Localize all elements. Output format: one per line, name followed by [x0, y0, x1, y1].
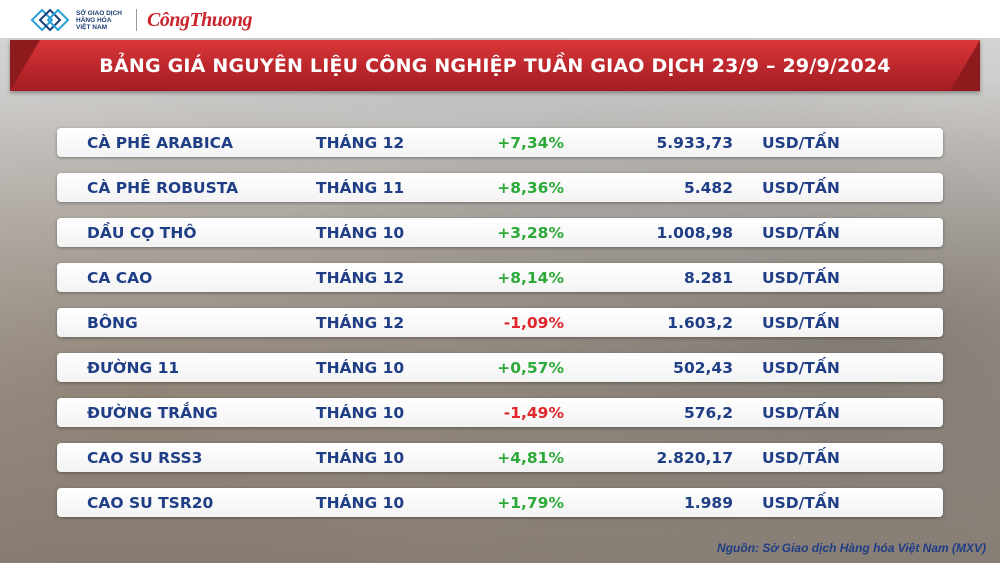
commodity-name: BÔNG [87, 314, 138, 332]
banner-right-ornament [950, 40, 980, 91]
commodity-name: DẦU CỌ THÔ [87, 224, 197, 242]
commodity-name: ĐƯỜNG 11 [87, 359, 180, 377]
logo-divider [136, 9, 137, 31]
price-unit: USD/TẤN [762, 134, 840, 152]
commodity-name: CÀ PHÊ ROBUSTA [87, 179, 239, 197]
price-unit: USD/TẤN [762, 494, 840, 512]
source-note: Nguồn: Sở Giao dịch Hàng hóa Việt Nam (M… [717, 541, 986, 555]
price-change: +8,36% [497, 179, 564, 197]
contract-month: THÁNG 10 [316, 404, 405, 422]
contract-month: THÁNG 10 [316, 494, 405, 512]
commodity-name: CAO SU RSS3 [87, 449, 203, 467]
commodity-name: ĐƯỜNG TRẮNG [87, 404, 218, 422]
mxv-logo-icon [30, 8, 70, 32]
contract-month: THÁNG 10 [316, 449, 405, 467]
price-unit: USD/TẤN [762, 449, 840, 467]
price-change: -1,09% [503, 314, 564, 332]
table-row: DẦU CỌ THÔ THÁNG 10 +3,28% 1.008,98 USD/… [57, 218, 943, 247]
table-row: ĐƯỜNG 11 THÁNG 10 +0,57% 502,43 USD/TẤN [57, 353, 943, 382]
price-unit: USD/TẤN [762, 314, 840, 332]
price-value: 1.989 [683, 494, 733, 512]
price-table: CÀ PHÊ ARABICA THÁNG 12 +7,34% 5.933,73 … [57, 128, 943, 517]
title-banner [10, 40, 980, 91]
top-bar: SỞ GIAO DỊCH HÀNG HÓA VIỆT NAM CôngThuon… [0, 0, 1000, 38]
contract-month: THÁNG 11 [316, 179, 405, 197]
table-row: ĐƯỜNG TRẮNG THÁNG 10 -1,49% 576,2 USD/TẤ… [57, 398, 943, 427]
price-unit: USD/TẤN [762, 359, 840, 377]
price-unit: USD/TẤN [762, 404, 840, 422]
price-value: 1.603,2 [667, 314, 733, 332]
price-unit: USD/TẤN [762, 224, 840, 242]
price-change: +7,34% [497, 134, 564, 152]
table-row: CA CAO THÁNG 12 +8,14% 8.281 USD/TẤN [57, 263, 943, 292]
contract-month: THÁNG 12 [316, 269, 405, 287]
price-change: +4,81% [497, 449, 564, 467]
price-value: 5.482 [683, 179, 733, 197]
commodity-name: CA CAO [87, 269, 153, 287]
price-value: 8.281 [683, 269, 733, 287]
mxv-logo-text: SỞ GIAO DỊCH HÀNG HÓA VIỆT NAM [76, 10, 126, 31]
price-change: +3,28% [497, 224, 564, 242]
price-value: 576,2 [683, 404, 733, 422]
contract-month: THÁNG 10 [316, 359, 405, 377]
price-change: +1,79% [497, 494, 564, 512]
price-value: 1.008,98 [656, 224, 734, 242]
logo-line: VIỆT NAM [76, 23, 108, 31]
price-change: +0,57% [497, 359, 564, 377]
logo-line: SỞ GIAO DỊCH [76, 9, 122, 17]
price-value: 5.933,73 [656, 134, 734, 152]
table-row: CÀ PHÊ ARABICA THÁNG 12 +7,34% 5.933,73 … [57, 128, 943, 157]
contract-month: THÁNG 10 [316, 224, 405, 242]
brand-logo: CôngThuong [147, 8, 253, 31]
table-row: CAO SU TSR20 THÁNG 10 +1,79% 1.989 USD/T… [57, 488, 943, 517]
logo-area: SỞ GIAO DỊCH HÀNG HÓA VIỆT NAM CôngThuon… [30, 6, 253, 34]
price-unit: USD/TẤN [762, 179, 840, 197]
price-value: 502,43 [673, 359, 733, 377]
price-change: -1,49% [503, 404, 564, 422]
contract-month: THÁNG 12 [316, 134, 405, 152]
logo-line: HÀNG HÓA [76, 16, 112, 24]
commodity-name: CAO SU TSR20 [87, 494, 214, 512]
commodity-name: CÀ PHÊ ARABICA [87, 134, 233, 152]
table-row: CAO SU RSS3 THÁNG 10 +4,81% 2.820,17 USD… [57, 443, 943, 472]
table-row: CÀ PHÊ ROBUSTA THÁNG 11 +8,36% 5.482 USD… [57, 173, 943, 202]
page-title: BẢNG GIÁ NGUYÊN LIỆU CÔNG NGHIỆP TUẦN GI… [99, 54, 891, 77]
contract-month: THÁNG 12 [316, 314, 405, 332]
price-value: 2.820,17 [656, 449, 734, 467]
banner-left-ornament [10, 40, 40, 91]
price-unit: USD/TẤN [762, 269, 840, 287]
price-change: +8,14% [497, 269, 564, 287]
table-row: BÔNG THÁNG 12 -1,09% 1.603,2 USD/TẤN [57, 308, 943, 337]
